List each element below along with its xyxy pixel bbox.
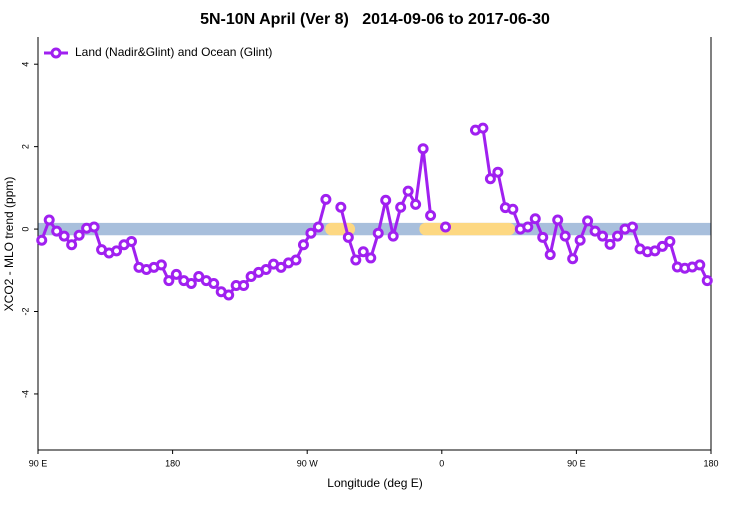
data-point bbox=[656, 240, 668, 252]
data-point bbox=[589, 225, 601, 237]
y-tick-label: -2 bbox=[20, 308, 30, 316]
data-point bbox=[312, 221, 324, 233]
x-tick-label: 90 E bbox=[567, 458, 586, 468]
data-point bbox=[410, 198, 422, 210]
data-point bbox=[125, 235, 137, 247]
data-point bbox=[163, 275, 175, 287]
data-point bbox=[275, 261, 287, 273]
data-point bbox=[290, 254, 302, 266]
data-point bbox=[380, 194, 392, 206]
data-point bbox=[111, 245, 123, 257]
data-point bbox=[395, 201, 407, 213]
data-point bbox=[88, 221, 100, 233]
data-point bbox=[387, 230, 399, 242]
data-point bbox=[612, 230, 624, 242]
data-point bbox=[484, 173, 496, 185]
x-tick-label: 90 E bbox=[29, 458, 48, 468]
data-point bbox=[537, 231, 549, 243]
data-point bbox=[402, 185, 414, 197]
x-tick-label: 180 bbox=[165, 458, 180, 468]
data-point bbox=[701, 275, 713, 287]
data-point bbox=[297, 239, 309, 251]
data-point bbox=[51, 225, 63, 237]
data-point bbox=[582, 215, 594, 227]
y-axis-label: XCO2 - MLO trend (ppm) bbox=[2, 177, 16, 312]
data-point bbox=[342, 231, 354, 243]
data-point bbox=[507, 203, 519, 215]
data-point bbox=[357, 246, 369, 258]
data-point bbox=[544, 249, 556, 261]
data-point bbox=[626, 221, 638, 233]
legend-marker bbox=[50, 47, 62, 59]
data-point bbox=[694, 259, 706, 271]
data-point bbox=[43, 214, 55, 226]
data-point bbox=[574, 234, 586, 246]
data-point bbox=[223, 289, 235, 301]
data-point bbox=[649, 245, 661, 257]
data-point bbox=[372, 227, 384, 239]
data-point bbox=[155, 259, 167, 271]
data-point bbox=[604, 238, 616, 250]
y-tick-label: 2 bbox=[20, 144, 30, 149]
data-point bbox=[238, 280, 250, 292]
data-point bbox=[492, 166, 504, 178]
highlight-range bbox=[419, 222, 516, 236]
data-point bbox=[529, 213, 541, 225]
data-point bbox=[208, 277, 220, 289]
data-point bbox=[552, 214, 564, 226]
data-point bbox=[477, 122, 489, 134]
y-tick-label: 4 bbox=[20, 62, 30, 67]
data-point bbox=[417, 143, 429, 155]
x-tick-label: 90 W bbox=[297, 458, 319, 468]
data-point bbox=[73, 229, 85, 241]
chart-title: 5N-10N April (Ver 8) 2014-09-06 to 2017-… bbox=[200, 11, 550, 28]
data-point bbox=[66, 239, 78, 251]
data-point bbox=[559, 230, 571, 242]
data-point bbox=[522, 221, 534, 233]
data-point bbox=[170, 268, 182, 280]
data-point bbox=[320, 193, 332, 205]
data-point bbox=[350, 254, 362, 266]
legend-label: Land (Nadir&Glint) and Ocean (Glint) bbox=[75, 45, 272, 59]
data-point bbox=[260, 263, 272, 275]
y-tick-label: 0 bbox=[20, 227, 30, 232]
x-tick-label: 0 bbox=[439, 458, 444, 468]
data-point bbox=[365, 252, 377, 264]
data-point bbox=[664, 235, 676, 247]
data-point bbox=[58, 230, 70, 242]
x-tick-label: 180 bbox=[703, 458, 718, 468]
data-point bbox=[36, 234, 48, 246]
x-axis-label: Longitude (deg E) bbox=[327, 476, 422, 490]
data-point bbox=[185, 277, 197, 289]
data-point bbox=[597, 230, 609, 242]
data-point bbox=[425, 209, 437, 221]
data-point bbox=[567, 253, 579, 265]
y-tick-label: -4 bbox=[20, 390, 30, 398]
data-point bbox=[335, 201, 347, 213]
data-point bbox=[305, 227, 317, 239]
data-point bbox=[440, 221, 452, 233]
